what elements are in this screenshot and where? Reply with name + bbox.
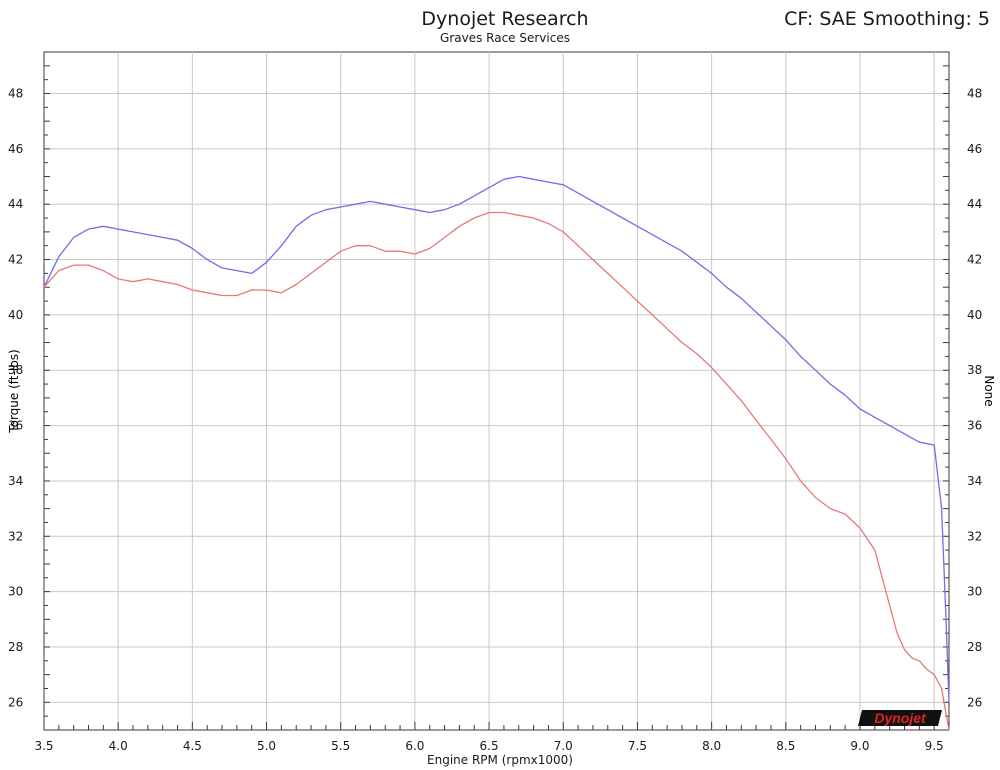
y-axis-title: Torque (ft-lbs): [7, 349, 21, 433]
x-tick-label: 3.5: [34, 739, 53, 753]
grid-lines: [44, 52, 949, 730]
y-tick-label-left: 34: [8, 474, 23, 488]
x-axis-title: Engine RPM (rpmx1000): [427, 753, 573, 767]
y-tick-label-right: 26: [967, 695, 982, 709]
x-tick-label: 4.0: [109, 739, 128, 753]
y-tick-label-right: 38: [967, 363, 982, 377]
y-tick-label-left: 32: [8, 529, 23, 543]
x-tick-label: 9.5: [925, 739, 944, 753]
y-tick-label-left: 36: [8, 419, 23, 433]
x-tick-label: 4.5: [183, 739, 202, 753]
y-tick-label-right: 42: [967, 253, 982, 267]
y-tick-label-left: 28: [8, 640, 23, 654]
y-tick-label-right: 46: [967, 142, 982, 156]
y-tick-label-right: 28: [967, 640, 982, 654]
x-tick-label: 6.5: [480, 739, 499, 753]
series-lines: [43, 175, 950, 731]
y-tick-label-right: 40: [967, 308, 982, 322]
plot-area: [43, 51, 950, 731]
y-tick-label-right: 36: [967, 419, 982, 433]
x-tick-label: 5.5: [331, 739, 350, 753]
x-tick-label: 7.0: [554, 739, 573, 753]
y-tick-label-left: 40: [8, 308, 23, 322]
x-tick-label: 7.5: [628, 739, 647, 753]
y-tick-label-right: 32: [967, 529, 982, 543]
y-tick-label-right: 34: [967, 474, 982, 488]
y-tick-label-left: 38: [8, 363, 23, 377]
chart-subtitle: Graves Race Services: [440, 31, 570, 45]
y-tick-label-right: 30: [967, 585, 982, 599]
y-tick-label-left: 44: [8, 197, 23, 211]
minor-ticks: [43, 51, 950, 731]
x-tick-label: 6.0: [405, 739, 424, 753]
y-axis-title-right: None: [982, 375, 996, 406]
y-tick-label-left: 48: [8, 87, 23, 101]
x-tick-label: 8.5: [776, 739, 795, 753]
dynojet-logo: Dynojet: [858, 710, 942, 726]
logo-text: Dynojet: [874, 710, 927, 726]
y-tick-label-left: 26: [8, 695, 23, 709]
series-line-1: [43, 175, 950, 703]
y-tick-label-left: 42: [8, 253, 23, 267]
chart-title: Dynojet Research: [421, 8, 589, 30]
x-tick-label: 9.0: [850, 739, 869, 753]
y-tick-label-left: 46: [8, 142, 23, 156]
series-line-2: [43, 211, 950, 731]
y-tick-label-right: 44: [967, 197, 982, 211]
x-tick-label: 5.0: [257, 739, 276, 753]
x-tick-label: 8.0: [702, 739, 721, 753]
correction-factor-label: CF: SAE Smoothing: 5: [784, 8, 990, 30]
y-tick-label-right: 48: [967, 87, 982, 101]
tick-labels: 3.5 4.0 4.5 5.0 5.5 6.0 6.5 7.0 7.5 8.0 8.5 9.0 9.5 2…: [8, 87, 982, 753]
y-tick-label-left: 30: [8, 585, 23, 599]
